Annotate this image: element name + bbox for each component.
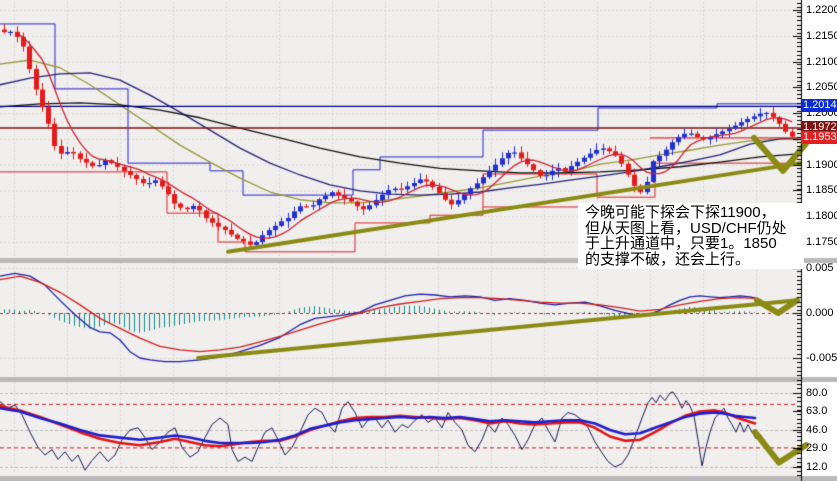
- analysis-note-line: 今晚可能下探会下探11900，: [585, 204, 776, 221]
- analysis-note-line: 于上升通道中，只要1。1850: [585, 235, 777, 252]
- analysis-note-line: 的支撑不破，还会上行。: [585, 250, 751, 268]
- analysis-note-line: 但从天图上看，USD/CHF仍处: [585, 219, 787, 237]
- analysis-note: 今晚可能下探会下探11900， 但从天图上看，USD/CHF仍处 于上升通道中，…: [578, 203, 804, 269]
